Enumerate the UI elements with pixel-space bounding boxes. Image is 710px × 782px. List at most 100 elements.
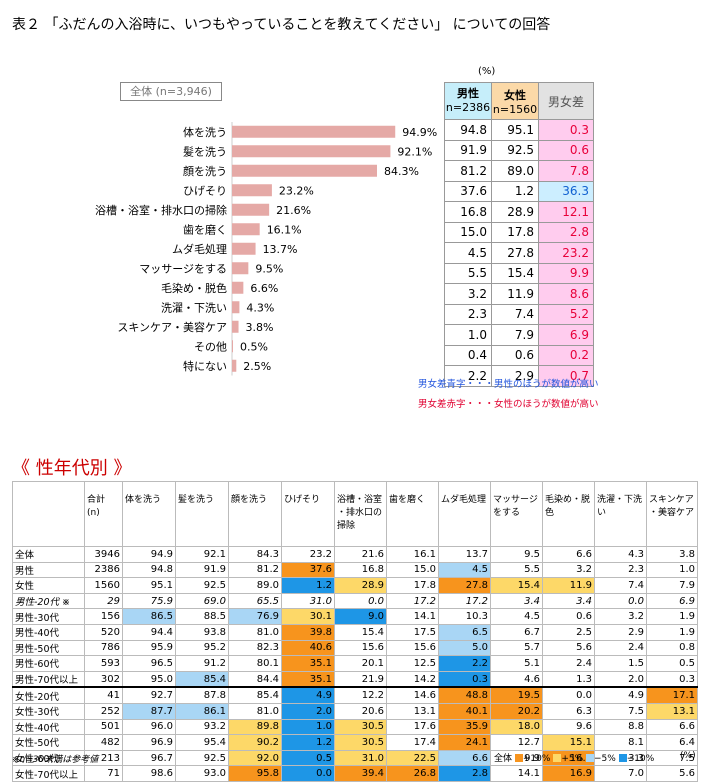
- male-value: 15.0: [444, 221, 492, 243]
- table-cell: 30.1: [281, 608, 335, 625]
- female-value: 28.9: [491, 201, 539, 223]
- bar: [232, 359, 237, 372]
- table-cell: 482: [84, 734, 123, 751]
- table-row: 男性-50代 786 95.9 95.2 82.3 40.6 15.6 15.6 5.0 5.7 5…: [12, 639, 698, 657]
- gender-row: 5.5 15.4 9.9: [444, 262, 594, 284]
- table-cell: 10.3: [438, 608, 491, 625]
- gender-row: 4.5 27.8 23.2: [444, 242, 594, 264]
- bar-value-label: 23.2%: [279, 184, 314, 197]
- table-cell: 15.6: [386, 639, 439, 657]
- table-cell: 94.8: [122, 561, 176, 579]
- table-cell: 20.1: [334, 655, 387, 672]
- female-header: 女性 n=1560: [491, 82, 539, 120]
- row-label: 男性-20代 ※: [12, 592, 85, 610]
- table-cell: 1.9: [646, 608, 698, 625]
- table-cell: 0.6: [542, 608, 595, 625]
- table-cell: 31.0: [281, 592, 335, 610]
- table-cell: 3.4: [490, 592, 543, 610]
- table-cell: 6.5: [438, 623, 491, 641]
- diff-value: 9.9: [538, 262, 594, 284]
- table-row: 女性-40代 501 96.0 93.2 89.8 1.0 30.5 17.6 35.9 18.0…: [12, 718, 698, 736]
- bar: [232, 340, 233, 353]
- table-cell: 16.8: [334, 561, 387, 579]
- table-cell: 76.9: [228, 608, 282, 625]
- row-label: 全体: [12, 546, 85, 563]
- bar: [232, 281, 244, 294]
- bar-value-label: 84.3%: [384, 165, 419, 178]
- bar-category-label: 顔を洗う: [183, 164, 227, 178]
- table-cell: 14.6: [386, 686, 439, 704]
- table-cell: 8.8: [594, 718, 647, 736]
- table-cell: 3.2: [542, 561, 595, 579]
- table-cell: 501: [84, 718, 123, 736]
- male-value: 2.3: [444, 303, 492, 325]
- bar-category-label: マッサージをする: [139, 262, 227, 275]
- table-cell: 6.4: [646, 734, 698, 751]
- bar-category-label: 毛染め・脱色: [161, 281, 227, 295]
- table-cell: 31.0: [334, 749, 387, 767]
- table-cell: 17.8: [386, 577, 439, 594]
- table-cell: 92.5: [175, 577, 229, 594]
- table-cell: 14.1: [386, 608, 439, 625]
- bar-value-label: 2.5%: [243, 360, 271, 373]
- table-cell: 8.1: [594, 734, 647, 751]
- table-cell: 95.9: [122, 639, 176, 657]
- table-cell: 35.1: [281, 670, 335, 688]
- bar: [232, 262, 249, 275]
- table-cell: 35.1: [281, 655, 335, 672]
- table-cell: 94.4: [122, 623, 176, 641]
- table-cell: 5.1: [490, 655, 543, 672]
- table-cell: 30.5: [334, 734, 387, 751]
- table-cell: 86.1: [175, 702, 229, 720]
- diff-value: 0.2: [538, 344, 594, 366]
- table-cell: 18.0: [490, 718, 543, 736]
- table-cell: 92.0: [228, 749, 282, 767]
- table-cell: 24.1: [438, 734, 491, 751]
- diff-value: 0.3: [538, 119, 594, 141]
- bar-value-label: 92.1%: [397, 145, 432, 158]
- table-cell: 81.2: [228, 561, 282, 579]
- table-cell: 84.4: [228, 670, 282, 688]
- diff-value: 8.6: [538, 283, 594, 305]
- row-label: 男性-40代: [12, 623, 85, 641]
- row-label: 男性-70代以上: [12, 670, 85, 688]
- table-cell: 92.5: [175, 749, 229, 767]
- table-cell: 3.2: [594, 608, 647, 625]
- table-cell: 89.8: [228, 718, 282, 736]
- table-cell: 96.0: [122, 718, 176, 736]
- column-header: 合計 (n): [84, 481, 123, 547]
- table-cell: 3.8: [646, 546, 698, 563]
- table-cell: 40.6: [281, 639, 335, 657]
- gender-row: 0.4 0.6 0.2: [444, 344, 594, 366]
- male-value: 16.8: [444, 201, 492, 223]
- table-cell: 1.3: [542, 670, 595, 688]
- bar: [232, 164, 377, 177]
- bar-value-label: 13.7%: [263, 243, 298, 256]
- table-cell: 0.0: [542, 686, 595, 704]
- table-cell: 7.4: [594, 577, 647, 594]
- table-cell: 1.5: [594, 655, 647, 672]
- table-cell: 0.5: [281, 749, 335, 767]
- male-value: 5.5: [444, 262, 492, 284]
- table-cell: 40.1: [438, 702, 491, 720]
- female-value: 7.4: [491, 303, 539, 325]
- diff-value: 5.2: [538, 303, 594, 325]
- row-label: 男性-50代: [12, 639, 85, 657]
- diff-value: 0.7: [538, 365, 594, 387]
- table-cell: 1.9: [646, 623, 698, 641]
- unit-label: (%): [478, 66, 496, 77]
- table-cell: 95.1: [122, 577, 176, 594]
- table-row: 女性-50代 482 96.9 95.4 90.2 1.2 30.5 17.4 24.1 12.7…: [12, 734, 698, 751]
- male-value: 1.0: [444, 324, 492, 346]
- male-value: 91.9: [444, 139, 492, 161]
- male-header: 男性 n=2386: [444, 82, 492, 120]
- table-cell: 16.1: [386, 546, 439, 563]
- diff-value: 0.6: [538, 139, 594, 161]
- bar: [232, 203, 270, 216]
- table-row: 全体 3946 94.9 92.1 84.3 23.2 21.6 16.1 13.7 9.5 6.6…: [12, 546, 698, 563]
- male-value: 37.6: [444, 180, 492, 202]
- legend-swatch: [586, 754, 595, 762]
- table-row: 男性-70代以上 302 95.0 85.4 84.4 35.1 21.9 14.2 0.3 4.…: [12, 670, 698, 688]
- table-cell: 48.8: [438, 686, 491, 704]
- table-cell: 13.1: [386, 702, 439, 720]
